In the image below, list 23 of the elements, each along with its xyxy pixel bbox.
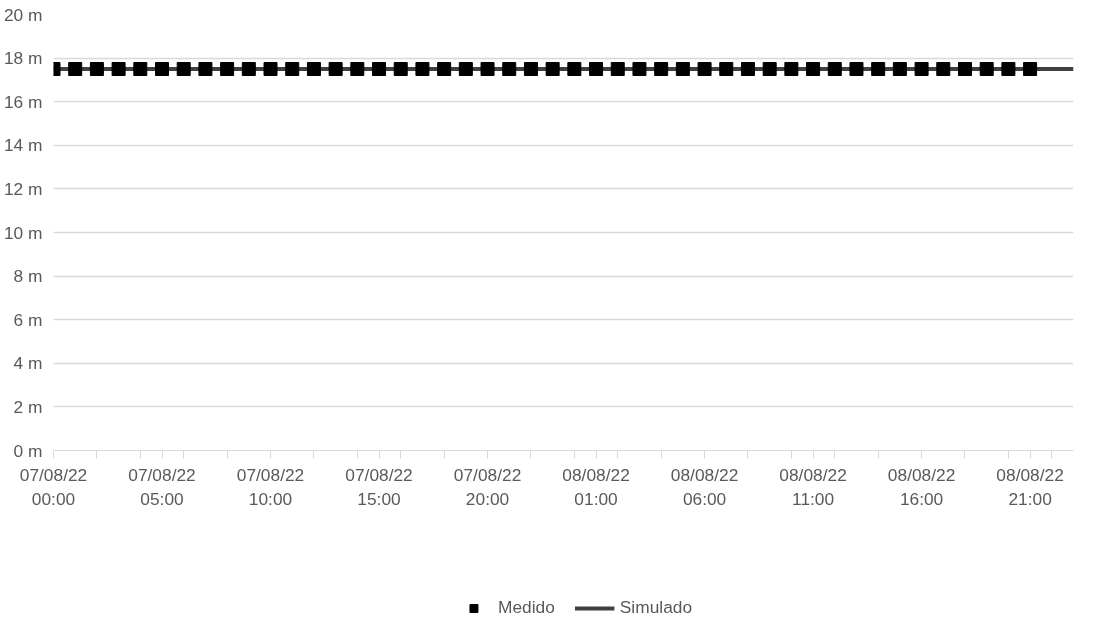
y-tick-label: 16 m xyxy=(3,91,43,112)
x-tick-label: 08/08/22 16:00 xyxy=(887,464,956,509)
y-tick-label: 4 m xyxy=(13,353,43,374)
x-tick-label: 08/08/22 06:00 xyxy=(670,464,739,509)
x-tick-label: 07/08/22 10:00 xyxy=(236,464,305,509)
y-tick-label: 10 m xyxy=(3,222,43,243)
x-tick-label: 08/08/22 01:00 xyxy=(562,464,630,509)
y-tick-label: 14 m xyxy=(3,135,43,156)
x-tick-label: 07/08/22 20:00 xyxy=(453,464,522,509)
legend-label: Medido xyxy=(497,597,555,618)
x-tick-label: 07/08/22 15:00 xyxy=(345,464,413,509)
y-tick-label: 8 m xyxy=(13,266,43,287)
x-tick-label: 07/08/22 05:00 xyxy=(128,464,196,509)
legend-label: Simulado xyxy=(619,597,693,618)
x-tick-label: 07/08/22 00:00 xyxy=(19,464,88,509)
y-tick-label: 12 m xyxy=(3,178,43,199)
x-tick-label: 08/08/22 11:00 xyxy=(779,464,847,509)
y-tick-label: 6 m xyxy=(13,309,43,330)
y-tick-label: 2 m xyxy=(13,396,43,417)
y-tick-label: 18 m xyxy=(3,48,43,69)
x-tick-label: 08/08/22 21:00 xyxy=(996,464,1064,509)
y-tick-label: 20 m xyxy=(3,4,43,25)
y-tick-label: 0 m xyxy=(13,440,43,461)
